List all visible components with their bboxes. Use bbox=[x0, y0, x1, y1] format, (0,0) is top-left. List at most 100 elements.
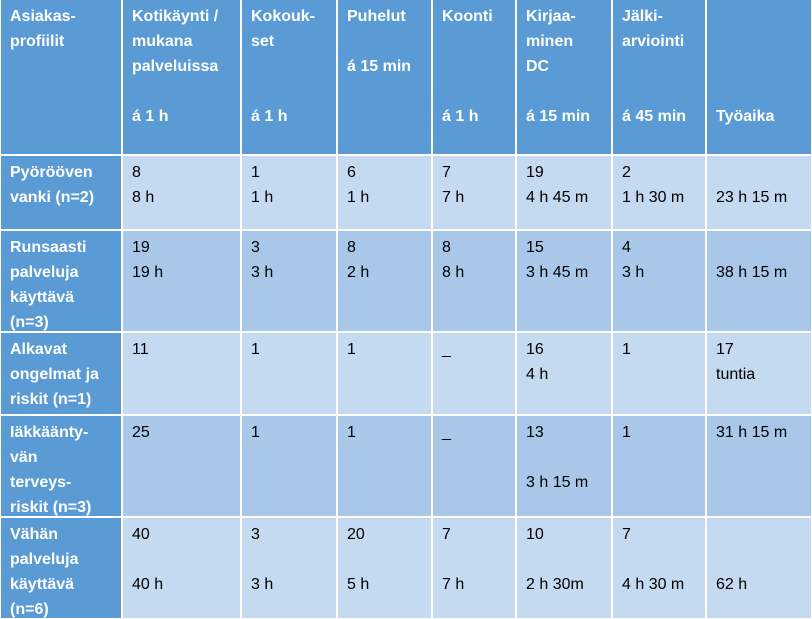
cell-line: riskit (n=1) bbox=[10, 391, 92, 408]
cell-line: Pyörööven bbox=[10, 164, 93, 181]
cell-line: _ bbox=[442, 341, 451, 358]
cell-line: 1 h bbox=[251, 189, 274, 206]
data-cell: 19 4 h 45 m bbox=[517, 156, 611, 229]
cell-line: á 1 h bbox=[251, 108, 288, 125]
cell-line: 1 h 30 m bbox=[622, 189, 685, 206]
profile-cell: Runsaasti palveluja käyttävä (n=3) bbox=[1, 231, 121, 331]
cell-line: profiilit bbox=[10, 33, 65, 50]
cell-line: terveys- bbox=[10, 474, 72, 491]
cell-line: Työaika bbox=[716, 108, 775, 125]
data-cell: 1 bbox=[242, 416, 336, 516]
data-cell: 1 bbox=[613, 416, 705, 516]
cell-line: ongelmat ja bbox=[10, 366, 99, 383]
data-cell: 25 bbox=[123, 416, 240, 516]
cell-line: á 1 h bbox=[132, 108, 169, 125]
header-cell: Puhelut á 15 min bbox=[338, 0, 431, 154]
cell-line: 19 h bbox=[132, 264, 164, 281]
cell-line: 31 h 15 m bbox=[716, 424, 788, 441]
data-cell: 7 4 h 30 m bbox=[613, 518, 705, 618]
cell-line: 1 h bbox=[347, 189, 370, 206]
profile-cell: Alkavat ongelmat ja riskit (n=1) bbox=[1, 333, 121, 414]
cell-line: 3 bbox=[251, 526, 260, 543]
data-cell: 17 tuntia bbox=[707, 333, 811, 414]
cell-line: 5 h bbox=[347, 576, 370, 593]
data-cell: 11 bbox=[123, 333, 240, 414]
data-cell: 2 1 h 30 m bbox=[613, 156, 705, 229]
cell-line: 15 bbox=[526, 239, 544, 256]
cell-line: Puhelut bbox=[347, 8, 406, 25]
cell-line: Jälki- bbox=[622, 8, 663, 25]
profile-cell: Vähän palveluja käyttävä (n=6) bbox=[1, 518, 121, 618]
cell-line: 1 bbox=[251, 164, 260, 181]
cell-line: (n=3) bbox=[10, 314, 49, 331]
cell-line: 40 bbox=[132, 526, 150, 543]
data-cell: 20 5 h bbox=[338, 518, 431, 618]
cell-line: 19 bbox=[132, 239, 150, 256]
data-cell: 1 bbox=[338, 416, 431, 516]
cell-line: 2 h 30m bbox=[526, 576, 584, 593]
cell-line: á 45 min bbox=[622, 108, 687, 125]
cell-line: 2 bbox=[622, 164, 631, 181]
data-cell: 62 h bbox=[707, 518, 811, 618]
cell-line: 38 h 15 m bbox=[716, 264, 788, 281]
cell-line: Vähän bbox=[10, 526, 59, 543]
cell-line: tuntia bbox=[716, 366, 756, 383]
data-cell: 1 bbox=[613, 333, 705, 414]
cell-line: 10 bbox=[526, 526, 544, 543]
cell-line: 23 h 15 m bbox=[716, 189, 788, 206]
cell-line: palveluja bbox=[10, 551, 79, 568]
header-cell: Kirjaa-minen DC á 15 min bbox=[517, 0, 611, 154]
cell-line: 2 h bbox=[347, 264, 370, 281]
data-cell: 15 3 h 45 m bbox=[517, 231, 611, 331]
cell-line: 6 bbox=[347, 164, 356, 181]
cell-line: 4 bbox=[622, 239, 631, 256]
cell-line: 4 h bbox=[526, 366, 549, 383]
data-cell: 40 40 h bbox=[123, 518, 240, 618]
cell-line: 1 bbox=[622, 341, 631, 358]
cell-line: á 15 min bbox=[347, 58, 412, 75]
data-cell: 16 4 h bbox=[517, 333, 611, 414]
data-cell: 23 h 15 m bbox=[707, 156, 811, 229]
cell-line: 40 h bbox=[132, 576, 164, 593]
cell-line: 8 bbox=[132, 164, 141, 181]
data-cell: 38 h 15 m bbox=[707, 231, 811, 331]
cell-line: 1 bbox=[251, 424, 260, 441]
data-cell: 10 2 h 30m bbox=[517, 518, 611, 618]
profile-cell: Iäkkäänty-vän terveys-riskit (n=3) bbox=[1, 416, 121, 516]
cell-line: 1 bbox=[622, 424, 631, 441]
cell-line: _ bbox=[442, 424, 451, 441]
cell-line: 7 h bbox=[442, 576, 465, 593]
cell-line: 3 h 15 m bbox=[526, 474, 589, 491]
data-cell: _ bbox=[433, 416, 515, 516]
data-cell: 13 3 h 15 m bbox=[517, 416, 611, 516]
data-cell: 3 3 h bbox=[242, 518, 336, 618]
cell-line: vän bbox=[10, 449, 38, 466]
header-cell: Jälki-arviointi á 45 min bbox=[613, 0, 705, 154]
cell-line: Asiakas- bbox=[10, 8, 76, 25]
cell-line: 8 h bbox=[132, 189, 155, 206]
cell-line: á 1 h bbox=[442, 108, 479, 125]
cell-line: 4 h 30 m bbox=[622, 576, 685, 593]
cell-line: käyttävä bbox=[10, 576, 75, 593]
cell-line: Kokouk- bbox=[251, 8, 315, 25]
cell-line: á 15 min bbox=[526, 108, 591, 125]
cell-line: 25 bbox=[132, 424, 150, 441]
cell-line: 3 h bbox=[251, 576, 274, 593]
cell-line: set bbox=[251, 33, 275, 50]
cell-line: (n=6) bbox=[10, 601, 49, 618]
cell-line: 3 h bbox=[251, 264, 274, 281]
header-cell: Työaika bbox=[707, 0, 811, 154]
cell-line: minen bbox=[526, 33, 574, 50]
cell-line: Kirjaa- bbox=[526, 8, 576, 25]
cell-line: arviointi bbox=[622, 33, 685, 50]
cell-line: 8 bbox=[442, 239, 451, 256]
header-cell: Asiakas-profiilit bbox=[1, 0, 121, 154]
cell-line: 13 bbox=[526, 424, 544, 441]
cell-line: 17 bbox=[716, 341, 734, 358]
